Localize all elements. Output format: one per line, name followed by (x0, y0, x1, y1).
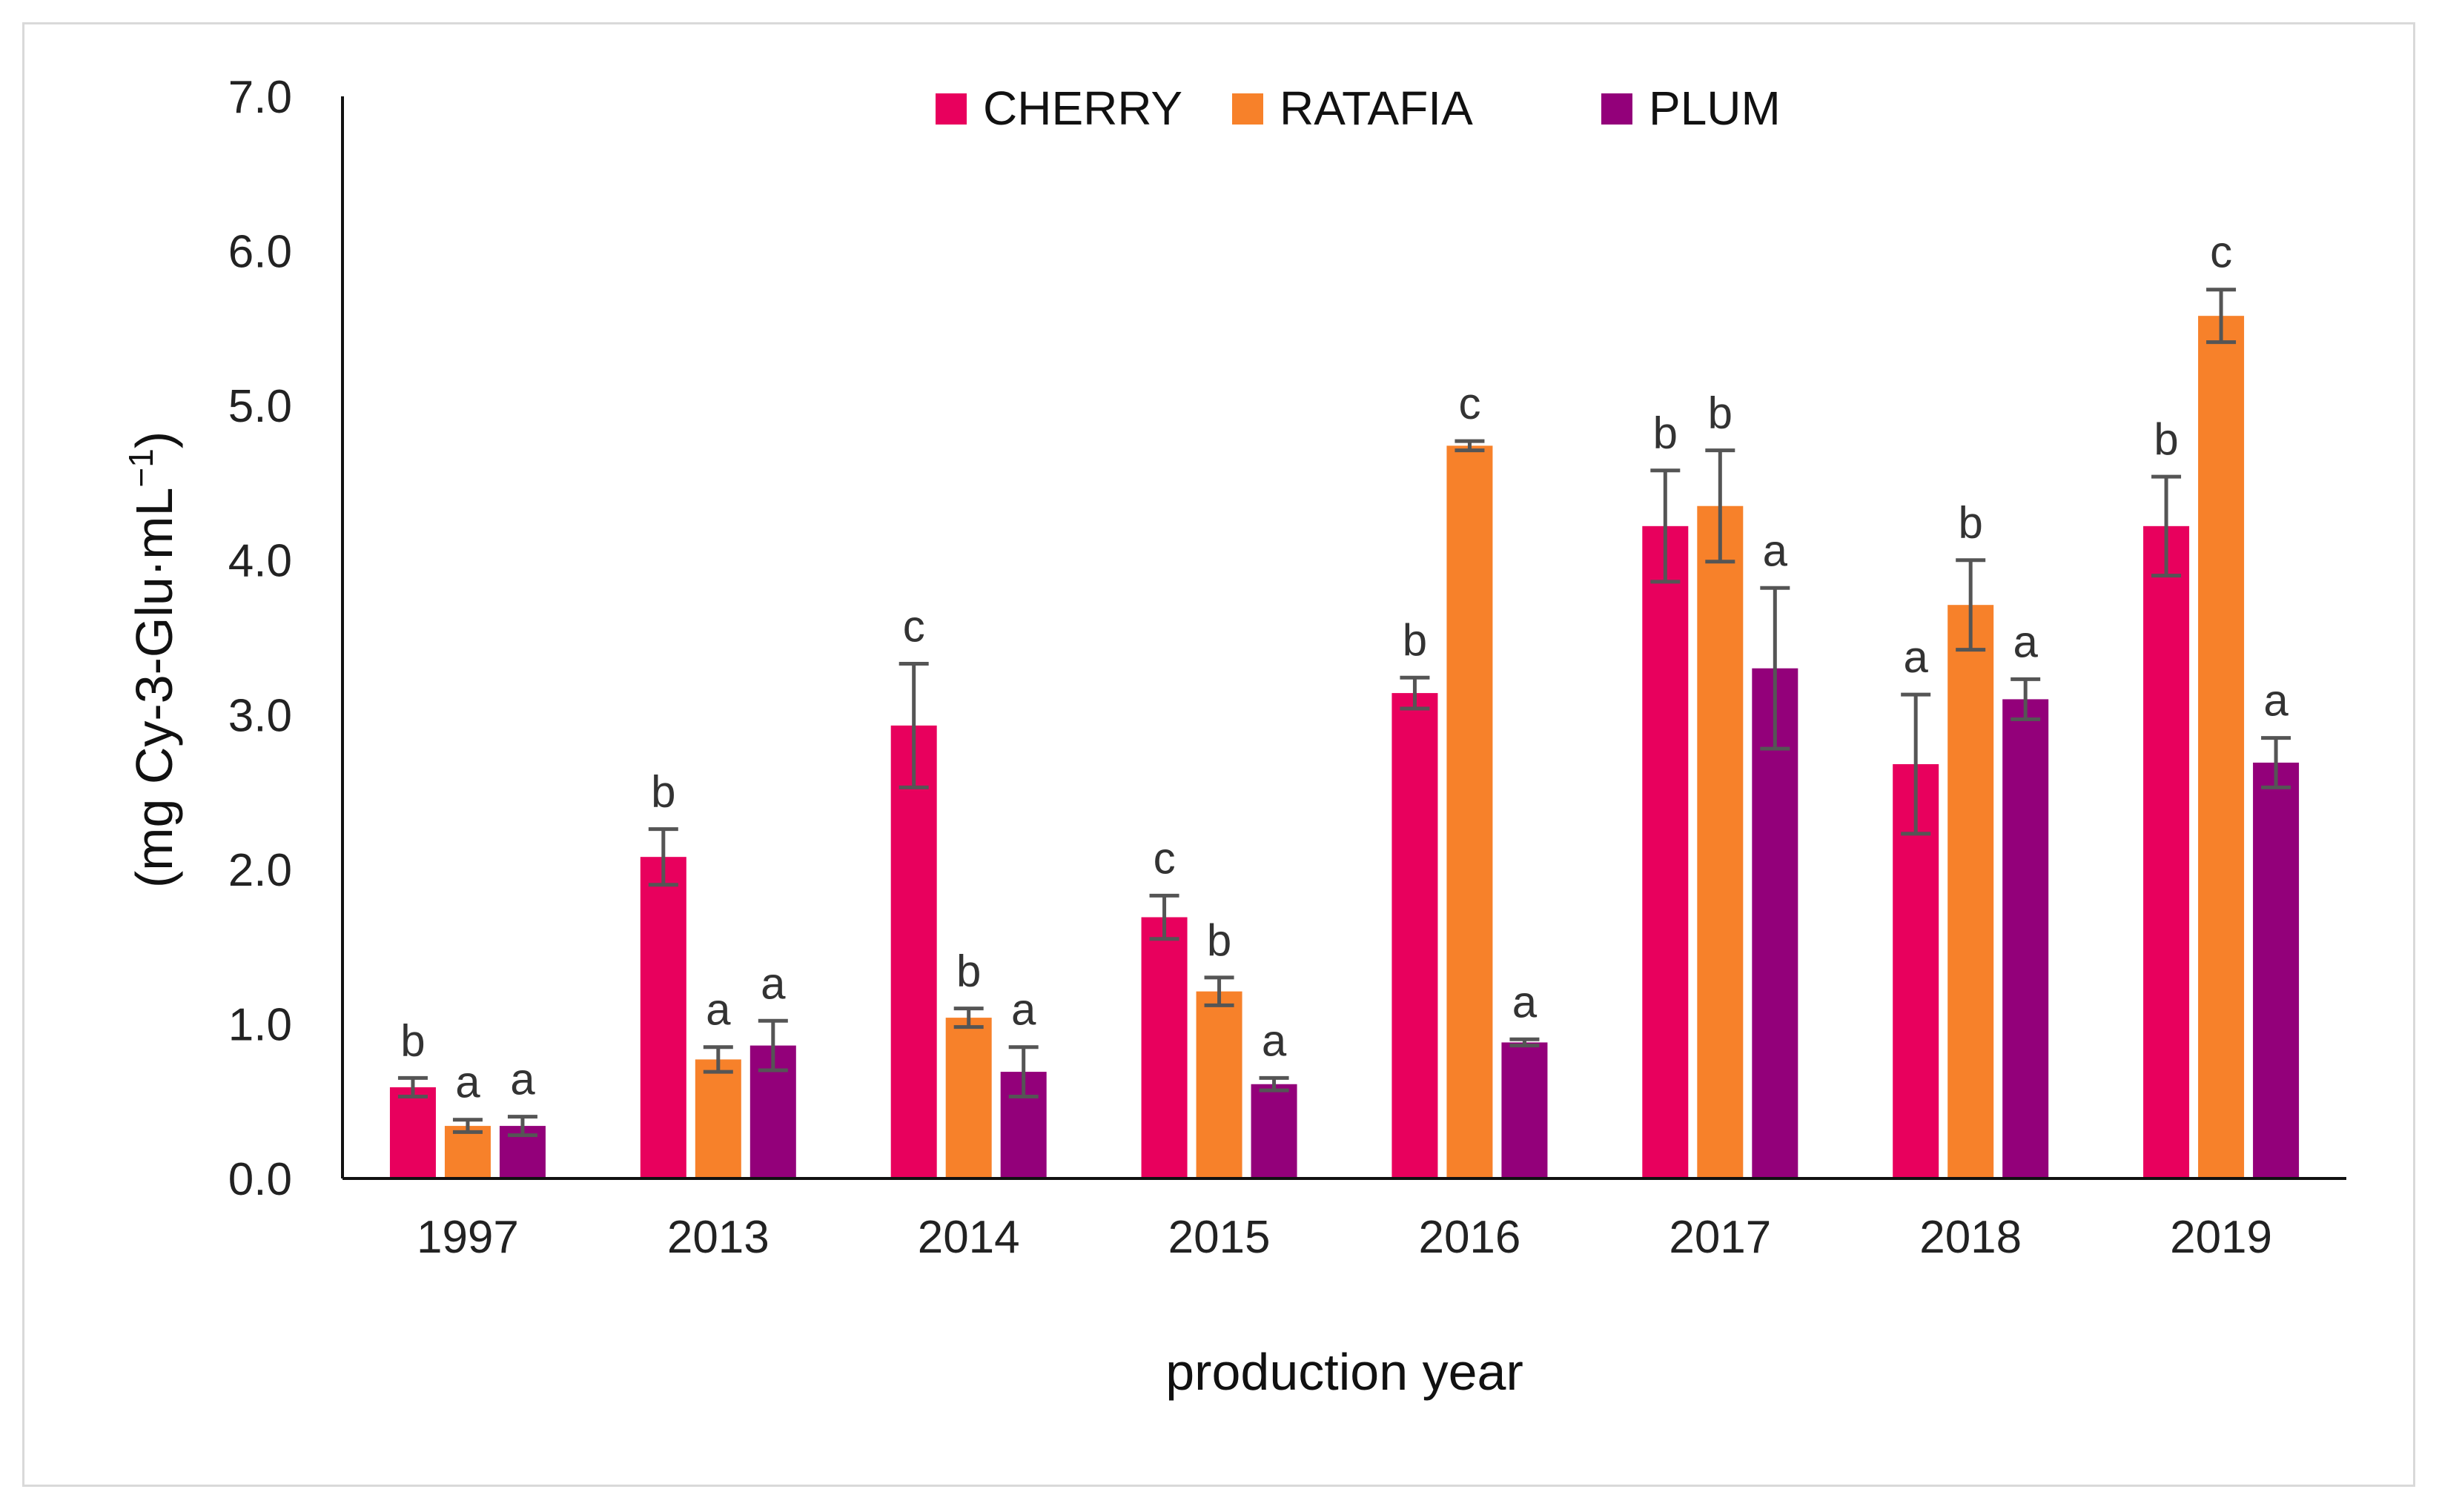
significance-label: b (1708, 388, 1733, 438)
bar-ratafia (1446, 445, 1493, 1178)
y-axis-ticks: 0.0 1.0 2.0 3.0 4.0 5.0 6.0 7.0 (228, 72, 292, 1205)
bar-cherry (640, 857, 686, 1178)
legend-swatch-cherry (936, 93, 967, 125)
y-tick-label: 0.0 (228, 1154, 292, 1205)
y-tick-label: 5.0 (228, 381, 292, 432)
y-axis-title-superscript: −1 (122, 448, 160, 487)
bar-cherry (1642, 525, 1689, 1178)
significance-label: a (1512, 977, 1538, 1027)
bar-plum (1501, 1042, 1548, 1178)
y-axis-title: (mg Cy-3-Glu·mL−1) (122, 431, 183, 888)
legend-label-ratafia: RATAFIA (1280, 82, 1473, 135)
x-tick-label: 2019 (2170, 1212, 2272, 1263)
y-tick-label: 7.0 (228, 72, 292, 123)
significance-label: a (761, 958, 786, 1008)
bar-ratafia (695, 1059, 741, 1178)
significance-label: c (2210, 228, 2232, 277)
legend-label-plum: PLUM (1649, 82, 1781, 135)
bar-plum (2253, 762, 2300, 1178)
x-tick-label: 2016 (1418, 1212, 1520, 1263)
y-tick-label: 3.0 (228, 690, 292, 741)
significance-label: a (455, 1058, 480, 1107)
x-tick-label: 2015 (1168, 1212, 1271, 1263)
y-tick-label: 6.0 (228, 227, 292, 278)
x-tick-label: 2017 (1669, 1212, 1771, 1263)
significance-label: a (2263, 676, 2289, 726)
legend-swatch-plum (1601, 93, 1632, 125)
bar-cherry (389, 1087, 436, 1178)
bar-cherry (890, 725, 937, 1178)
bar-cherry (1141, 917, 1188, 1178)
significance-label: b (1207, 915, 1231, 965)
legend: CHERRY RATAFIA PLUM (936, 82, 1781, 135)
bar-ratafia (2198, 316, 2245, 1179)
x-axis-title: production year (1165, 1343, 1523, 1401)
bar-plum (1251, 1084, 1297, 1178)
x-tick-label: 2018 (1919, 1212, 2022, 1263)
significance-label: c (903, 601, 925, 651)
x-axis-ticks: 1997 2013 2014 2015 2016 2017 2018 2019 (417, 1212, 2272, 1263)
bar-plum (2002, 699, 2049, 1178)
x-tick-label: 2013 (667, 1212, 770, 1263)
significance-label: b (2154, 414, 2178, 464)
significance-label: a (1763, 525, 1788, 575)
significance-label: b (1959, 498, 1983, 548)
y-axis-title-close: ) (125, 431, 183, 448)
bar-ratafia (1697, 505, 1744, 1178)
bar-cherry (1391, 693, 1438, 1178)
significance-label: a (1011, 985, 1036, 1035)
bar-cherry (2143, 525, 2190, 1178)
significance-label: a (706, 985, 731, 1035)
significance-label: a (1262, 1015, 1287, 1065)
significance-label: b (1403, 615, 1427, 665)
significance-label: b (956, 946, 981, 996)
bar-ratafia (945, 1018, 992, 1178)
significance-label: b (1653, 408, 1678, 458)
x-tick-label: 1997 (417, 1212, 519, 1263)
legend-swatch-ratafia (1232, 93, 1263, 125)
significance-label: a (2013, 617, 2039, 666)
y-tick-label: 2.0 (228, 845, 292, 896)
significance-label: a (1904, 632, 1929, 682)
significance-label: a (510, 1055, 535, 1104)
bar-ratafia (444, 1126, 491, 1178)
x-tick-label: 2014 (918, 1212, 1020, 1263)
bars (389, 316, 2300, 1179)
significance-label: c (1458, 379, 1480, 428)
bar-ratafia (1196, 991, 1242, 1178)
y-tick-label: 4.0 (228, 536, 292, 587)
bar-ratafia (1947, 605, 1994, 1178)
bar-plum (1752, 668, 1798, 1178)
significance-label: b (400, 1015, 425, 1065)
y-axis-title-main: (mg Cy-3-Glu·mL (125, 488, 183, 889)
y-tick-label: 1.0 (228, 999, 292, 1050)
significance-label: b (651, 767, 675, 817)
legend-label-cherry: CHERRY (983, 82, 1182, 135)
significance-label: c (1154, 833, 1176, 883)
error-bars (397, 288, 2291, 1138)
